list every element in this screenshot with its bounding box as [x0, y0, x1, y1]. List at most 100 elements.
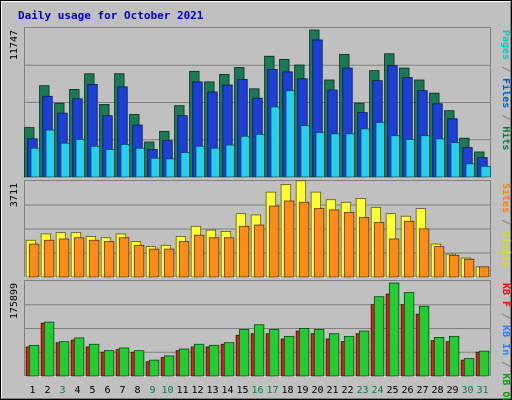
bar-pages-day-9: [150, 157, 161, 178]
bar-sites-day-25: [388, 238, 400, 278]
x-tick-label: 5: [89, 385, 95, 396]
bar-kb-out-day-4: [73, 337, 85, 377]
bar-pages-day-4: [75, 139, 86, 178]
x-tick-label: 7: [119, 385, 125, 396]
x-tick-label: 4: [74, 385, 80, 396]
bar-kb-out-day-13: [208, 344, 220, 377]
y-max-label: 11747: [9, 30, 20, 60]
x-tick-label: 1: [29, 385, 35, 396]
bar-sites-day-18: [283, 200, 295, 278]
bar-pages-day-28: [435, 138, 446, 178]
x-tick-label: 22: [341, 385, 353, 396]
bar-pages-day-29: [450, 142, 461, 178]
bar-kb-out-day-30: [463, 358, 475, 377]
legend-kb-in: KB In: [500, 325, 511, 355]
y-max-label: 3711: [9, 183, 20, 207]
panel-visits-sites: 3711 Sites / Visits: [9, 180, 512, 278]
legend-separator: /: [500, 355, 511, 373]
bar-sites-day-17: [268, 205, 280, 278]
bar-kb-out-day-17: [268, 329, 280, 377]
panel-pages-files-hits: 11747 Pages / Files / Hits: [9, 27, 512, 178]
bar-kb-out-day-29: [448, 335, 460, 377]
bar-sites-day-15: [238, 225, 250, 278]
bar-sites-day-8: [133, 244, 145, 278]
legend-sites: Sites: [500, 183, 512, 213]
bar-kb-out-day-19: [298, 328, 310, 377]
bar-kb-out-day-5: [88, 343, 100, 377]
x-tick-label: 2: [44, 385, 50, 396]
legend-visits: Visits: [500, 231, 512, 267]
bar-kb-out-day-27: [418, 305, 430, 377]
bar-kb-out-day-23: [358, 330, 370, 377]
bar-kb-out-day-16: [253, 324, 265, 377]
bar-sites-day-3: [58, 238, 70, 278]
bar-kb-out-day-6: [103, 350, 115, 377]
x-tick-label: 23: [356, 385, 368, 396]
bar-pages-day-24: [375, 122, 386, 178]
bar-kb-out-day-7: [118, 347, 130, 377]
bar-kb-out-day-18: [283, 335, 295, 377]
bar-kb-out-day-24: [373, 296, 385, 377]
bar-kb-out-day-10: [163, 355, 175, 377]
x-tick-label: 18: [281, 385, 293, 396]
bar-sites-day-2: [43, 239, 55, 278]
bar-sites-day-29: [448, 255, 460, 278]
x-tick-label: 26: [401, 385, 413, 396]
bar-sites-day-4: [73, 237, 85, 278]
x-tick-label: 29: [446, 385, 458, 396]
bar-sites-day-30: [463, 258, 475, 278]
bar-sites-day-26: [403, 220, 415, 278]
bar-pages-day-2: [45, 129, 56, 178]
bar-kb-out-day-11: [178, 348, 190, 377]
bar-kb-out-day-15: [238, 329, 250, 377]
bar-sites-day-21: [328, 209, 340, 278]
bar-pages-day-26: [405, 139, 416, 178]
bar-kb-out-day-3: [58, 341, 70, 377]
bar-pages-day-31: [480, 165, 491, 178]
bar-pages-day-8: [135, 147, 146, 178]
bar-sites-day-16: [253, 224, 265, 278]
x-tick-label: 3: [59, 385, 65, 396]
bar-pages-day-19: [300, 125, 311, 178]
bar-sites-day-23: [358, 217, 370, 278]
bar-pages-day-27: [420, 135, 431, 178]
x-tick-label: 30: [461, 385, 473, 396]
bar-sites-day-5: [88, 239, 100, 278]
x-tick-label: 6: [104, 385, 110, 396]
bar-sites-day-31: [478, 266, 490, 278]
bar-sites-day-24: [373, 222, 385, 278]
bar-kb-out-day-25: [388, 282, 400, 377]
bar-pages-day-14: [225, 144, 236, 178]
bar-sites-day-1: [28, 243, 40, 278]
bar-sites-day-10: [163, 248, 175, 278]
bar-kb-out-day-8: [133, 350, 145, 377]
bar-sites-day-19: [298, 201, 310, 278]
bar-sites-day-6: [103, 241, 115, 278]
x-tick-label: 31: [476, 385, 488, 396]
bar-kb-out-day-2: [43, 321, 55, 377]
bar-sites-day-28: [433, 246, 445, 278]
bar-pages-day-11: [180, 152, 191, 178]
bar-sites-day-22: [343, 212, 355, 278]
x-tick-label: 9: [149, 385, 155, 396]
bar-pages-day-25: [390, 135, 401, 178]
bar-sites-day-7: [118, 237, 130, 278]
bar-sites-day-11: [178, 241, 190, 278]
bar-pages-day-23: [360, 128, 371, 178]
legend-kb-out: KB Out: [500, 373, 511, 400]
x-tick-label: 19: [296, 385, 308, 396]
legend-kb-f: KB F: [500, 283, 511, 307]
x-tick-label: 16: [251, 385, 263, 396]
bar-sites-day-12: [193, 234, 205, 278]
bar-pages-day-16: [255, 134, 266, 178]
bar-pages-day-6: [105, 149, 116, 178]
bar-kb-out-day-9: [148, 359, 160, 377]
bar-pages-day-15: [240, 135, 251, 178]
x-tick-label: 11: [176, 385, 188, 396]
legend-label: Pages / Files / Hits: [500, 30, 512, 150]
legend-separator: /: [500, 108, 511, 126]
bar-pages-day-1: [30, 147, 41, 178]
panel-kbin-kbout: 175899 KB F / KB In / KB Out: [9, 280, 511, 400]
x-tick-label: 25: [386, 385, 398, 396]
legend-label: KB F / KB In / KB Out: [500, 283, 511, 400]
